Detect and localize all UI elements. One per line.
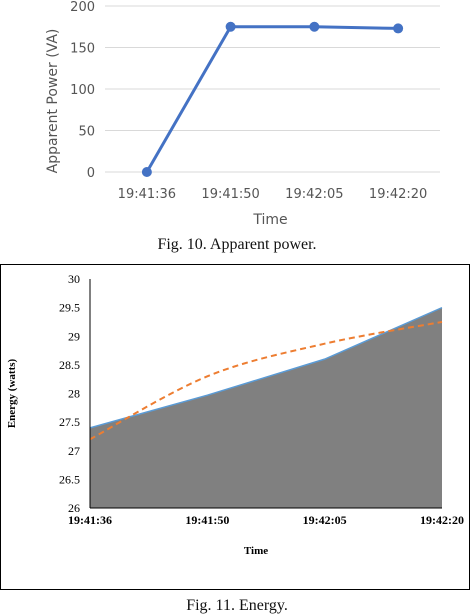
energy-chart: 26 26.5 27 27.5 28 28.5 29 29.5 30 19:41:36 19:41:… (6, 272, 464, 557)
series-line (145, 25, 399, 173)
y-axis-label: Energy (watts) (6, 358, 18, 428)
fig11-caption: Fig. 11. Energy. (186, 597, 288, 614)
y-tick-label: 26 (68, 501, 80, 515)
x-tick-label: 19:42:05 (285, 187, 343, 202)
y-tick-label: 200 (70, 0, 95, 15)
x-tick-label: 19:41:36 (68, 513, 112, 527)
x-tick-label: 19:42:20 (369, 187, 427, 202)
x-axis-label: Time (252, 212, 287, 228)
y-tick-label: 27.5 (59, 415, 80, 429)
data-point (309, 21, 320, 32)
fig10-caption: Fig. 10. Apparent power. (157, 236, 317, 253)
x-tick-label: 19:42:20 (420, 513, 464, 527)
y-tick-label: 0 (87, 166, 95, 181)
apparent-power-chart: 0 50 100 150 200 19:41:36 19:41:50 19:42:05 19:4… (45, 0, 440, 228)
y-tick-label: 50 (78, 125, 95, 140)
x-tick-label: 19:41:36 (118, 187, 176, 202)
energy-area-edge (89, 306, 443, 429)
y-tick-label: 28 (68, 387, 80, 401)
y-tick-label: 30 (68, 272, 80, 286)
data-point (225, 21, 236, 32)
x-tick-label: 19:42:05 (303, 513, 347, 527)
y-tick-label: 29.5 (59, 301, 80, 315)
energy-area (90, 307, 442, 508)
x-tick-label: 19:41:50 (185, 513, 229, 527)
y-tick-label: 29 (68, 329, 80, 343)
y-tick-label: 26.5 (59, 472, 80, 486)
y-tick-label: 27 (68, 444, 80, 458)
x-axis-label: Time (244, 545, 268, 557)
x-tick-label: 19:41:50 (201, 187, 259, 202)
data-point (141, 167, 152, 177)
y-tick-label: 100 (70, 83, 95, 98)
y-axis-label: Apparent Power (VA) (45, 29, 61, 174)
energy-chart-frame: 26 26.5 27 27.5 28 28.5 29 29.5 30 19:41:36 19:41:… (0, 264, 470, 590)
y-tick-label: 150 (70, 42, 95, 57)
data-point (393, 23, 404, 34)
y-tick-label: 28.5 (59, 358, 80, 372)
